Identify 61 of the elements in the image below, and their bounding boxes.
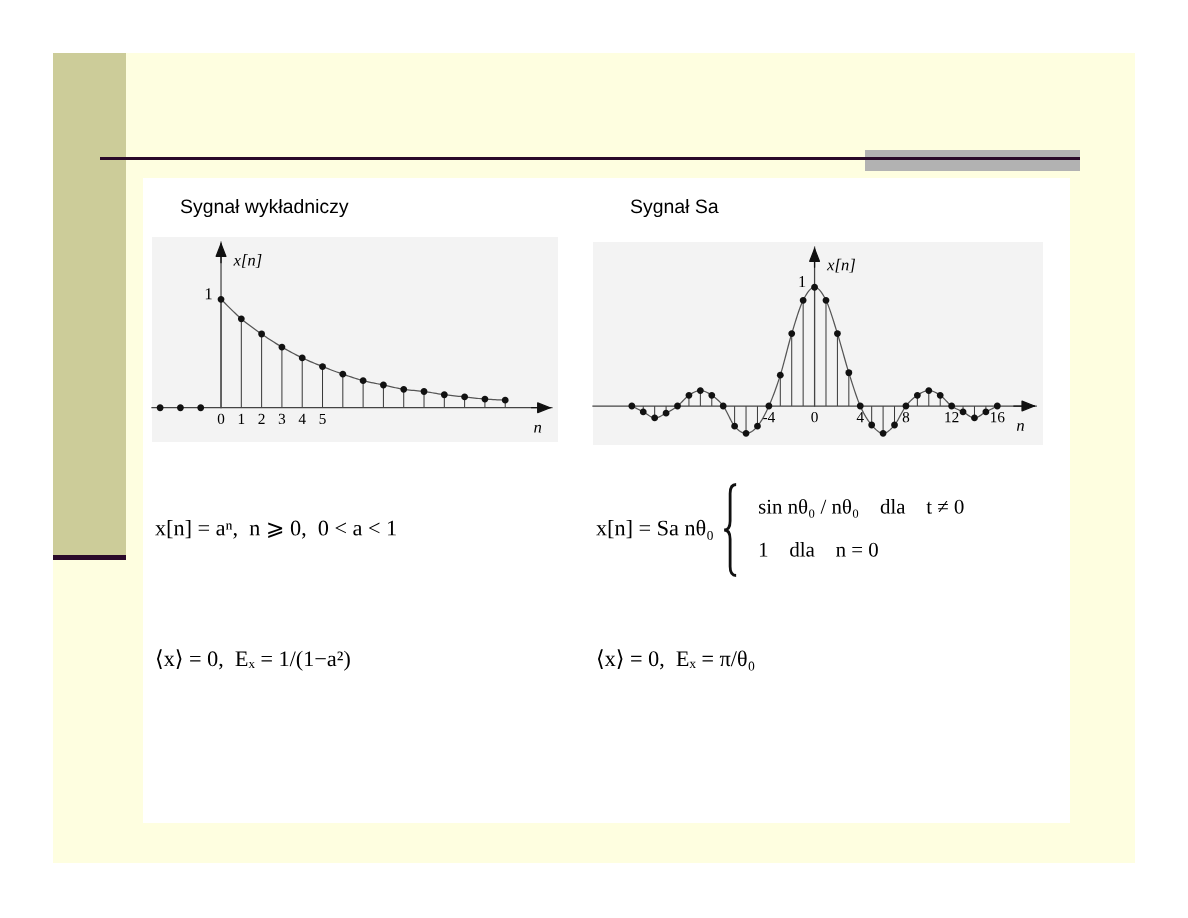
x-axis-title: n [534, 424, 542, 433]
annotation: 1 [799, 276, 806, 288]
y-axis-title: x[n] [826, 258, 856, 273]
point [971, 414, 978, 422]
point [822, 296, 830, 304]
text: x[n] = aⁿ, n ⩾ 0, 0 < a < 1 [155, 519, 396, 539]
y-axis-title: x[n] [233, 254, 262, 268]
point [811, 283, 818, 291]
x-tick-label: 4 [298, 413, 306, 424]
x-tick-label: 3 [278, 413, 286, 425]
point [776, 371, 784, 379]
point [708, 391, 716, 399]
point [788, 330, 796, 337]
point [359, 377, 367, 385]
x-tick-label: -4 [763, 412, 776, 423]
point [936, 391, 944, 399]
point [891, 421, 898, 429]
x-tick-label: 8 [902, 412, 910, 423]
point [879, 429, 887, 437]
text: ⟨x⟩ = 0, Eₓ = 1/(1−a²) [156, 649, 350, 671]
text: ⟨x⟩ = 0, Eₓ = π/θ₀ [597, 649, 755, 671]
point [868, 421, 876, 429]
x-tick-label: 16 [991, 412, 1005, 423]
chart-title: Sygnał wykładniczy [180, 198, 349, 218]
x-tick-label: 1 [238, 413, 245, 424]
point [298, 354, 306, 362]
point [913, 391, 921, 399]
point [217, 295, 225, 303]
point [380, 381, 387, 389]
x-axis-title: n [1016, 422, 1024, 431]
x-tick-label: 4 [856, 412, 864, 423]
annotation: 1 [205, 288, 212, 300]
point [799, 296, 807, 304]
point [685, 391, 693, 399]
point [420, 388, 428, 395]
point [651, 414, 659, 422]
point [742, 429, 750, 437]
point [845, 369, 853, 377]
point [662, 409, 670, 417]
point [339, 370, 347, 378]
point [440, 391, 448, 399]
x-tick-label: 2 [258, 413, 265, 424]
point [319, 363, 326, 370]
point [400, 385, 408, 393]
point [696, 387, 704, 394]
chart-title: Sygnał Sa [630, 198, 719, 218]
point [258, 330, 266, 338]
text: 1 dla n = 0 [759, 542, 878, 557]
point [237, 315, 245, 323]
text: sin nθ₀ / nθ₀ dla t ≠ 0 [758, 498, 964, 518]
x-tick-label: 12 [945, 412, 959, 423]
point [834, 330, 841, 337]
point [754, 422, 761, 430]
point [501, 396, 509, 404]
point [925, 387, 933, 394]
x-tick-label: 0 [217, 413, 225, 425]
point [461, 393, 469, 401]
text: x[n] = Sa nθ₀ [596, 519, 713, 540]
x-tick-label: 0 [811, 412, 818, 423]
x-tick-label: 5 [319, 413, 326, 425]
point [731, 422, 739, 430]
